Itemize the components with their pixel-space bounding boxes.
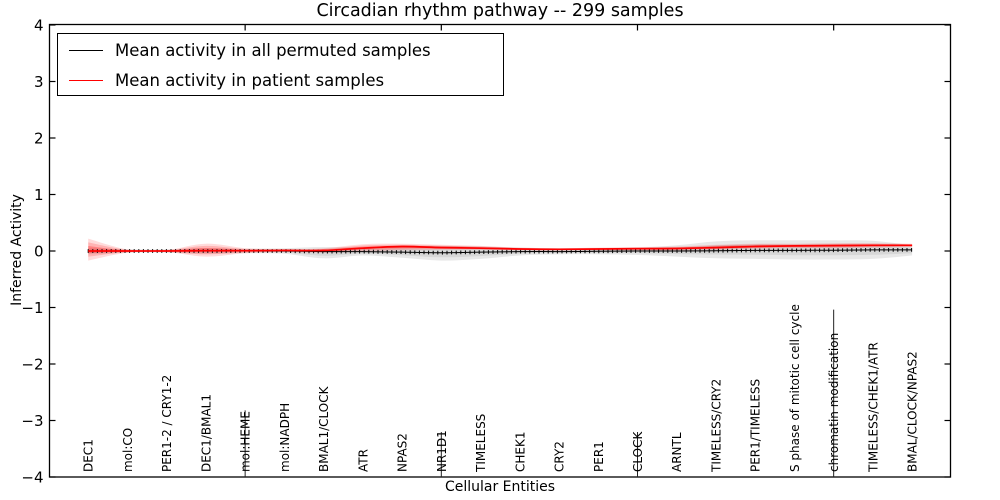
x-entity-label: PER1/TIMELESS	[749, 379, 763, 472]
x-entity-label: CLOCK	[631, 431, 645, 472]
y-tick-label: −4	[21, 469, 43, 487]
y-tick-label: 1	[34, 186, 44, 204]
y-axis-label: Inferred Activity	[9, 194, 25, 306]
x-entity-label: PER1-2 / CRY1-2	[160, 375, 174, 472]
y-tick-label: −1	[21, 299, 43, 317]
y-tick-label: 0	[34, 243, 44, 261]
chart-title: Circadian rhythm pathway -- 299 samples	[316, 1, 684, 21]
x-entity-label: DEC1	[82, 439, 96, 472]
y-tick-label: −3	[21, 412, 43, 430]
patient-band-mid	[88, 242, 913, 257]
y-tick-label: −2	[21, 356, 43, 374]
y-tick-label: 2	[34, 130, 44, 148]
x-entity-label: BMAL/CLOCK/NPAS2	[906, 351, 920, 472]
x-entity-label: NR1D1	[435, 430, 449, 472]
x-entity-label: TIMELESS/CHEK1/ATR	[866, 342, 880, 473]
x-entity-label: NPAS2	[396, 433, 410, 472]
x-entity-label: CHEK1	[513, 432, 527, 473]
x-entity-label: CRY2	[553, 441, 567, 472]
legend-line-sample-permuted	[69, 49, 103, 51]
x-entity-label: TIMELESS/CRY2	[709, 379, 723, 473]
permuted-band-outer	[88, 240, 913, 261]
patient-mean-line	[88, 244, 913, 252]
x-entity-label: BMAL1/CLOCK	[317, 385, 331, 472]
legend-label-permuted: Mean activity in all permuted samples	[115, 40, 431, 60]
x-entity-label: ATR	[356, 449, 370, 472]
x-axis-label: Cellular Entities	[444, 479, 556, 495]
legend-label-patient: Mean activity in patient samples	[115, 70, 385, 90]
x-entity-label: TIMELESS	[474, 414, 488, 473]
legend-line-sample-patient	[69, 79, 103, 81]
x-entity-label: PER1	[592, 441, 606, 472]
patient-band-outer	[88, 238, 913, 261]
x-entity-label: mol:CO	[121, 428, 135, 472]
x-entity-label: ARNTL	[670, 432, 684, 472]
legend-entry-permuted: Mean activity in all permuted samples	[58, 36, 503, 64]
y-tick-label: 3	[34, 73, 44, 91]
x-entity-label: chromatin modification	[827, 333, 841, 472]
y-tick-label: 4	[34, 17, 44, 35]
legend: Mean activity in all permuted samples Me…	[57, 33, 504, 96]
x-entity-label: mol:NADPH	[278, 403, 292, 472]
x-entity-label: mol:HEME	[239, 411, 253, 472]
x-entity-label: DEC1/BMAL1	[199, 394, 213, 472]
x-entity-label: S phase of mitotic cell cycle	[788, 304, 802, 472]
legend-entry-patient: Mean activity in patient samples	[58, 66, 503, 94]
